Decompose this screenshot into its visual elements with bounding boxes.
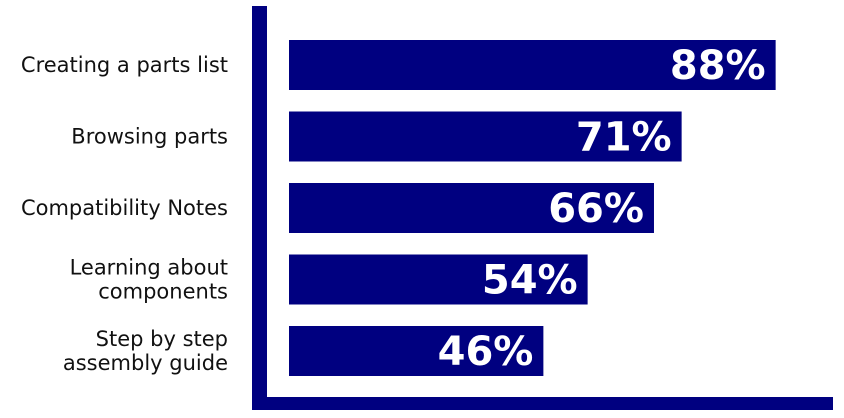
category-label-3-line-0: Learning about [70,256,228,280]
value-labels-group: 88% 71% 66% 54% 46% [438,43,766,375]
category-label-0-line-0: Creating a parts list [21,53,228,77]
value-label-2: 66% [548,186,644,232]
y-axis-line [252,6,267,410]
category-label-2-line-0: Compatibility Notes [21,196,228,220]
category-labels-group: Creating a parts list Browsing parts Compa… [21,53,228,375]
category-label-4: Step by step assembly guide [63,327,228,375]
category-label-3-line-1: components [98,280,228,304]
category-label-1: Browsing parts [71,125,228,149]
category-label-2: Compatibility Notes [21,196,228,220]
bar-1 [289,111,682,162]
bars-group [289,40,776,376]
category-label-4-line-1: assembly guide [63,351,228,375]
bar-4 [289,326,544,376]
category-label-4-line-0: Step by step [96,327,228,351]
value-label-4: 46% [438,329,534,375]
bar-2 [289,183,654,233]
category-label-0: Creating a parts list [21,53,228,77]
category-label-1-line-0: Browsing parts [71,125,228,149]
value-label-0: 88% [670,43,766,89]
bar-0 [289,40,776,90]
value-label-1: 71% [576,115,672,161]
x-axis-line [252,397,833,410]
bar-3 [289,254,588,305]
value-label-3: 54% [482,258,578,304]
category-label-3: Learning about components [70,256,228,304]
